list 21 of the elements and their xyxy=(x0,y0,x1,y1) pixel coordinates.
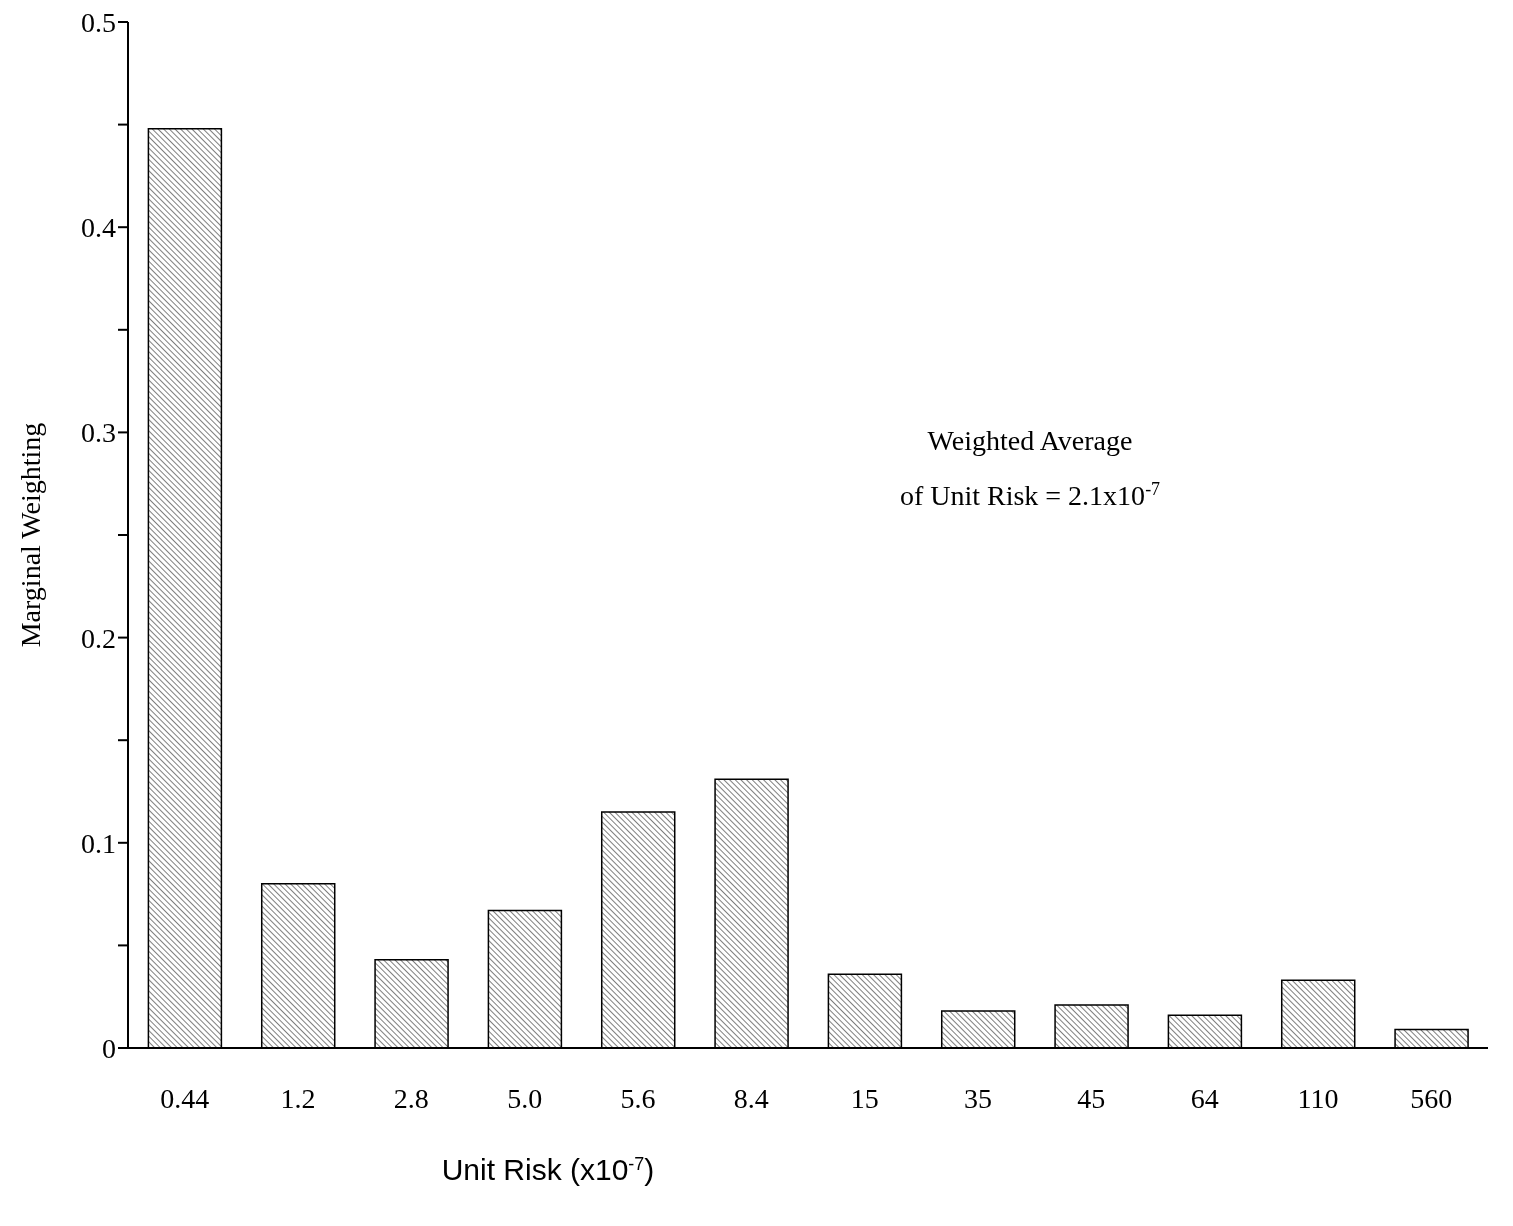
x-tick-label: 1.2 xyxy=(280,1083,316,1114)
x-tick-label: 35 xyxy=(964,1083,992,1114)
x-tick-label: 45 xyxy=(1077,1083,1106,1114)
y-tick-label: 0.4 xyxy=(81,212,116,244)
y-tick-label: 0.3 xyxy=(81,417,116,449)
x-tick-label: 2.8 xyxy=(393,1083,429,1114)
y-tick-label: 0 xyxy=(102,1032,116,1064)
y-tick-label: 0.5 xyxy=(81,6,116,38)
x-axis-title: Unit Risk (x10$^{-7}$) xyxy=(441,1153,655,1186)
annotation: Weighted Average of Unit Risk = 2.1x10$^{-7}$ xyxy=(899,425,1161,511)
x-tick-label: 0.44 xyxy=(160,1083,210,1114)
x-tick-label: 560 xyxy=(1410,1083,1453,1114)
y-tick-label: 0.2 xyxy=(81,622,116,654)
x-tick-label: 5.0 xyxy=(507,1083,543,1114)
x-tick-label: 64 xyxy=(1190,1083,1219,1114)
x-tick-label: 110 xyxy=(1297,1083,1339,1114)
x-tick-label: 15 xyxy=(850,1083,879,1114)
y-axis-title: Marginal Weighting xyxy=(14,422,46,648)
x-tick-label: 8.4 xyxy=(733,1083,769,1114)
y-tick-label: 0.1 xyxy=(81,827,116,859)
x-tick-label: 5.6 xyxy=(620,1083,656,1114)
